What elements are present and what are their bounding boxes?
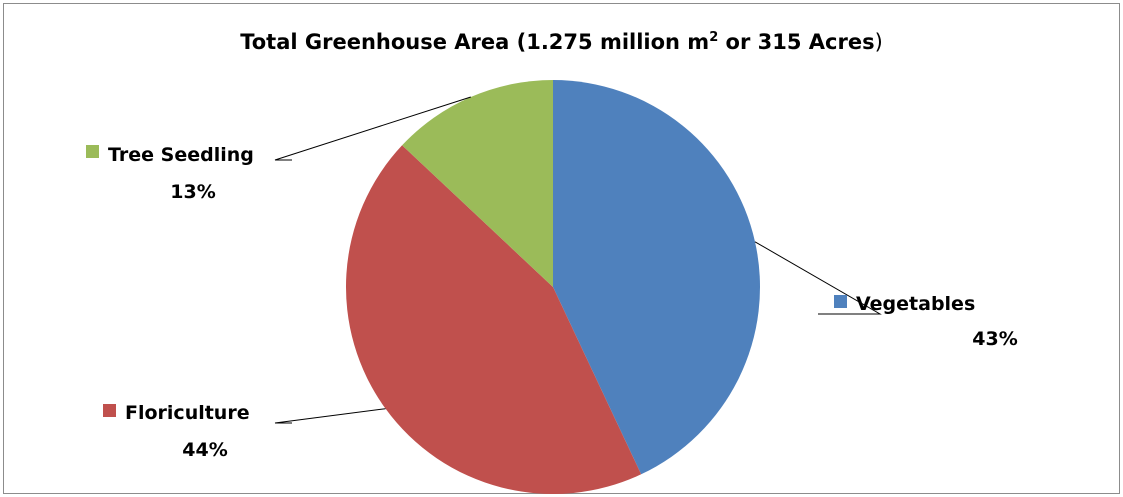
legend-key-vegetables	[834, 295, 847, 308]
data-label-percent: 44%	[182, 439, 227, 461]
pie-slice-floriculture	[345, 145, 642, 495]
data-label-percent: 13%	[170, 181, 215, 203]
data-label-name: Floriculture	[125, 402, 250, 424]
data-label-name: Vegetables	[856, 293, 975, 315]
chart-title: Total Greenhouse Area (1.275 million m2 …	[240, 30, 883, 54]
legend-key-floriculture	[103, 404, 116, 417]
title-superscript: 2	[709, 30, 719, 45]
leader-line-tree-seedling	[274, 96, 471, 161]
leader-line-vegetables	[754, 241, 882, 315]
data-label-name: Tree Seedling	[108, 144, 254, 166]
pie-slice-vegetables	[553, 80, 761, 475]
leader-line-floriculture	[274, 408, 386, 424]
pie-slice-tree-seedling	[402, 80, 553, 287]
data-label-percent: 43%	[972, 328, 1017, 350]
legend-key-tree-seedling	[86, 145, 99, 158]
